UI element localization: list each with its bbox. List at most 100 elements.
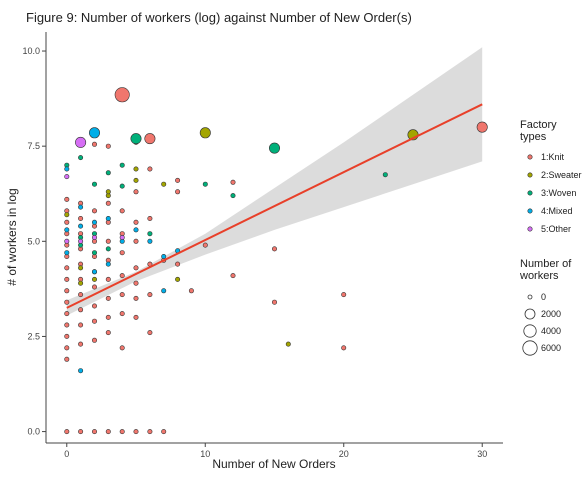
legend-label: 4:Mixed	[541, 206, 573, 216]
data-point	[144, 133, 156, 145]
x-tick-label: 0	[64, 449, 69, 459]
data-point	[161, 254, 167, 260]
data-point	[89, 127, 101, 139]
data-point	[285, 341, 291, 347]
data-point	[105, 200, 111, 206]
data-point	[161, 288, 167, 294]
trend-line	[66, 103, 483, 309]
data-point	[133, 429, 139, 435]
data-point	[64, 250, 70, 256]
data-point	[175, 276, 181, 282]
data-point	[133, 295, 139, 301]
data-point	[78, 280, 84, 286]
data-point	[78, 216, 84, 222]
data-point	[75, 136, 87, 148]
data-point	[64, 238, 70, 244]
data-point	[119, 429, 125, 435]
data-point	[119, 292, 125, 298]
legend-label: 4000	[541, 326, 561, 336]
trend-line-layer	[66, 103, 483, 309]
data-point	[92, 208, 98, 214]
data-point	[119, 250, 125, 256]
data-point	[105, 314, 111, 320]
data-point	[161, 429, 167, 435]
data-point	[114, 87, 130, 103]
data-point	[175, 177, 181, 183]
data-point	[119, 162, 125, 168]
data-point	[64, 345, 70, 351]
x-tick-label: 20	[339, 449, 349, 459]
data-point	[105, 295, 111, 301]
data-point	[161, 181, 167, 187]
data-point	[92, 429, 98, 435]
data-point	[105, 170, 111, 176]
data-point	[105, 189, 111, 195]
data-point	[64, 322, 70, 328]
points-layer	[64, 87, 488, 435]
data-point	[133, 314, 139, 320]
data-point	[78, 307, 84, 313]
data-point	[105, 261, 111, 267]
data-point	[64, 265, 70, 271]
legend-label: 5:Other	[541, 224, 571, 234]
data-point	[230, 179, 236, 185]
legend-swatch	[527, 226, 533, 232]
data-point	[92, 276, 98, 282]
data-point	[64, 311, 70, 317]
data-point	[268, 142, 280, 154]
data-point	[133, 227, 139, 233]
data-point	[64, 219, 70, 225]
y-axis-label: # of workers in log	[5, 188, 19, 285]
confidence-band-layer	[66, 47, 483, 316]
data-point	[382, 172, 388, 178]
data-point	[202, 242, 208, 248]
chart-title: Figure 9: Number of workers (log) agains…	[26, 10, 412, 25]
legend-label: 1:Knit	[541, 152, 565, 162]
data-point	[175, 261, 181, 267]
data-point	[105, 143, 111, 149]
legend-title: types	[520, 131, 547, 143]
legend-size-swatch	[522, 340, 538, 356]
data-point	[133, 166, 139, 172]
data-point	[92, 250, 98, 256]
axes	[45, 32, 503, 444]
data-point	[105, 330, 111, 336]
data-point	[199, 127, 211, 139]
data-point	[64, 212, 70, 218]
x-axis-label: Number of New Orders	[212, 457, 335, 471]
data-point	[147, 238, 153, 244]
data-point	[175, 189, 181, 195]
data-point	[119, 273, 125, 279]
legend-title: Number of	[520, 258, 572, 270]
legend-title: workers	[519, 270, 559, 282]
data-point	[119, 311, 125, 317]
data-point	[133, 219, 139, 225]
data-point	[64, 333, 70, 339]
data-point	[133, 189, 139, 195]
confidence-band	[66, 47, 483, 316]
data-point	[133, 238, 139, 244]
data-point	[78, 223, 84, 229]
data-point	[105, 238, 111, 244]
data-point	[64, 429, 70, 435]
y-tick-label: 10.0	[22, 46, 40, 56]
data-point	[202, 181, 208, 187]
data-point	[147, 231, 153, 237]
legend-title: Factory	[520, 119, 557, 131]
legend-size-swatch	[524, 308, 536, 320]
data-point	[105, 216, 111, 222]
data-point	[64, 288, 70, 294]
data-point	[119, 345, 125, 351]
data-point	[147, 166, 153, 172]
data-point	[78, 204, 84, 210]
data-point	[476, 121, 488, 133]
data-point	[64, 356, 70, 362]
data-point	[105, 276, 111, 282]
data-point	[92, 318, 98, 324]
data-point	[92, 219, 98, 225]
data-point	[64, 276, 70, 282]
data-point	[92, 337, 98, 343]
data-point	[78, 322, 84, 328]
